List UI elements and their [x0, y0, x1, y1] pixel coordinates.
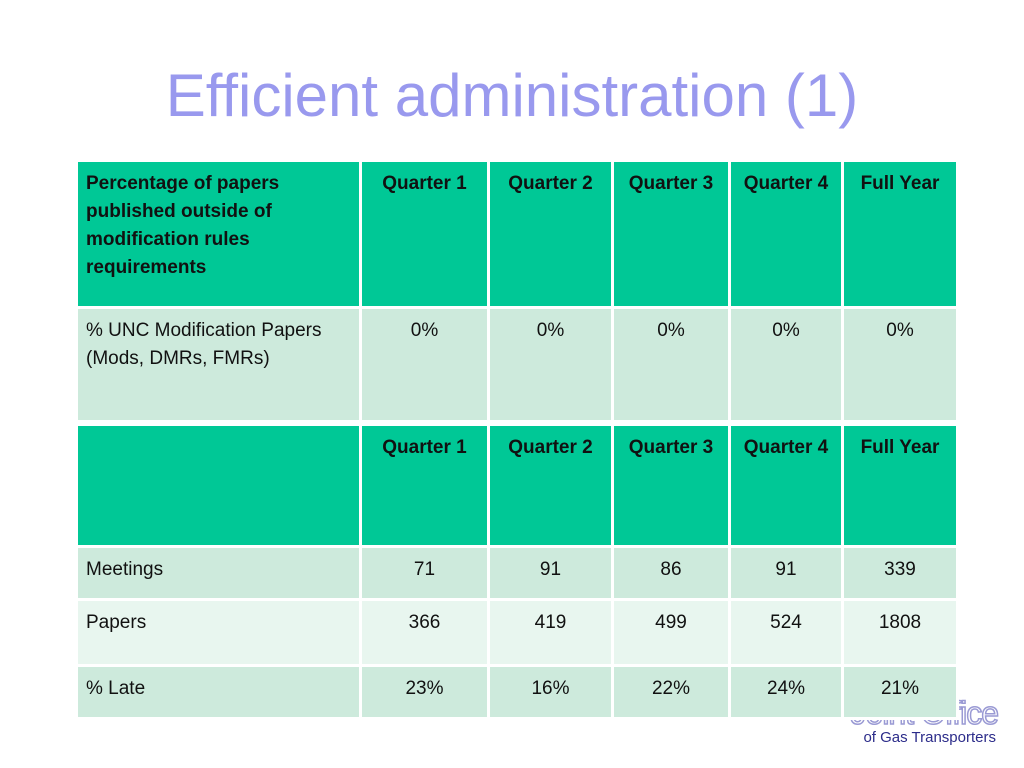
late-papers-percentage-table: Percentage of papers published outside o…: [75, 159, 959, 423]
row-label: Meetings: [75, 545, 362, 601]
slide-title: Efficient administration (1): [165, 62, 859, 129]
cell-full-year: 339: [841, 545, 959, 601]
cell-quarter-2: 16%: [487, 664, 614, 720]
cell-quarter-4: 24%: [728, 664, 844, 720]
header-cell-full-year: Full Year: [841, 423, 959, 548]
cell-quarter-4: 0%: [728, 306, 844, 423]
header-cell-full-year: Full Year: [841, 159, 959, 309]
cell-quarter-3: 0%: [611, 306, 731, 423]
cell-quarter-2: 91: [487, 545, 614, 601]
header-cell-quarter-3: Quarter 3: [611, 159, 731, 309]
cell-quarter-1: 0%: [359, 306, 490, 423]
cell-quarter-3: 499: [611, 598, 731, 667]
cell-quarter-4: 524: [728, 598, 844, 667]
table-header-row: Percentage of papers published outside o…: [75, 159, 959, 309]
cell-quarter-4: 91: [728, 545, 844, 601]
header-cell-quarter-2: Quarter 2: [487, 159, 614, 309]
row-label: % UNC Modification Papers (Mods, DMRs, F…: [75, 306, 362, 423]
table-row-meetings: Meetings 71 91 86 91 339: [75, 545, 959, 601]
meetings-papers-table: Quarter 1 Quarter 2 Quarter 3 Quarter 4 …: [75, 423, 959, 720]
header-cell-quarter-2: Quarter 2: [487, 423, 614, 548]
cell-quarter-3: 22%: [611, 664, 731, 720]
header-cell-label: [75, 423, 362, 548]
cell-quarter-1: 23%: [359, 664, 490, 720]
row-label: Papers: [75, 598, 362, 667]
table-row: % UNC Modification Papers (Mods, DMRs, F…: [75, 306, 959, 423]
cell-full-year: 0%: [841, 306, 959, 423]
cell-quarter-1: 71: [359, 545, 490, 601]
header-cell-label: Percentage of papers published outside o…: [75, 159, 362, 309]
cell-quarter-3: 86: [611, 545, 731, 601]
header-cell-quarter-4: Quarter 4: [728, 423, 844, 548]
row-label: % Late: [75, 664, 362, 720]
header-cell-quarter-1: Quarter 1: [359, 159, 490, 309]
header-cell-quarter-4: Quarter 4: [728, 159, 844, 309]
cell-quarter-2: 419: [487, 598, 614, 667]
cell-quarter-2: 0%: [487, 306, 614, 423]
cell-quarter-1: 366: [359, 598, 490, 667]
logo-sub-text: of Gas Transporters: [863, 729, 996, 746]
table-row-late: % Late 23% 16% 22% 24% 21%: [75, 664, 959, 720]
table-row-papers: Papers 366 419 499 524 1808: [75, 598, 959, 667]
cell-full-year: 21%: [841, 664, 959, 720]
cell-full-year: 1808: [841, 598, 959, 667]
header-cell-quarter-1: Quarter 1: [359, 423, 490, 548]
table-header-row: Quarter 1 Quarter 2 Quarter 3 Quarter 4 …: [75, 423, 959, 548]
header-cell-quarter-3: Quarter 3: [611, 423, 731, 548]
